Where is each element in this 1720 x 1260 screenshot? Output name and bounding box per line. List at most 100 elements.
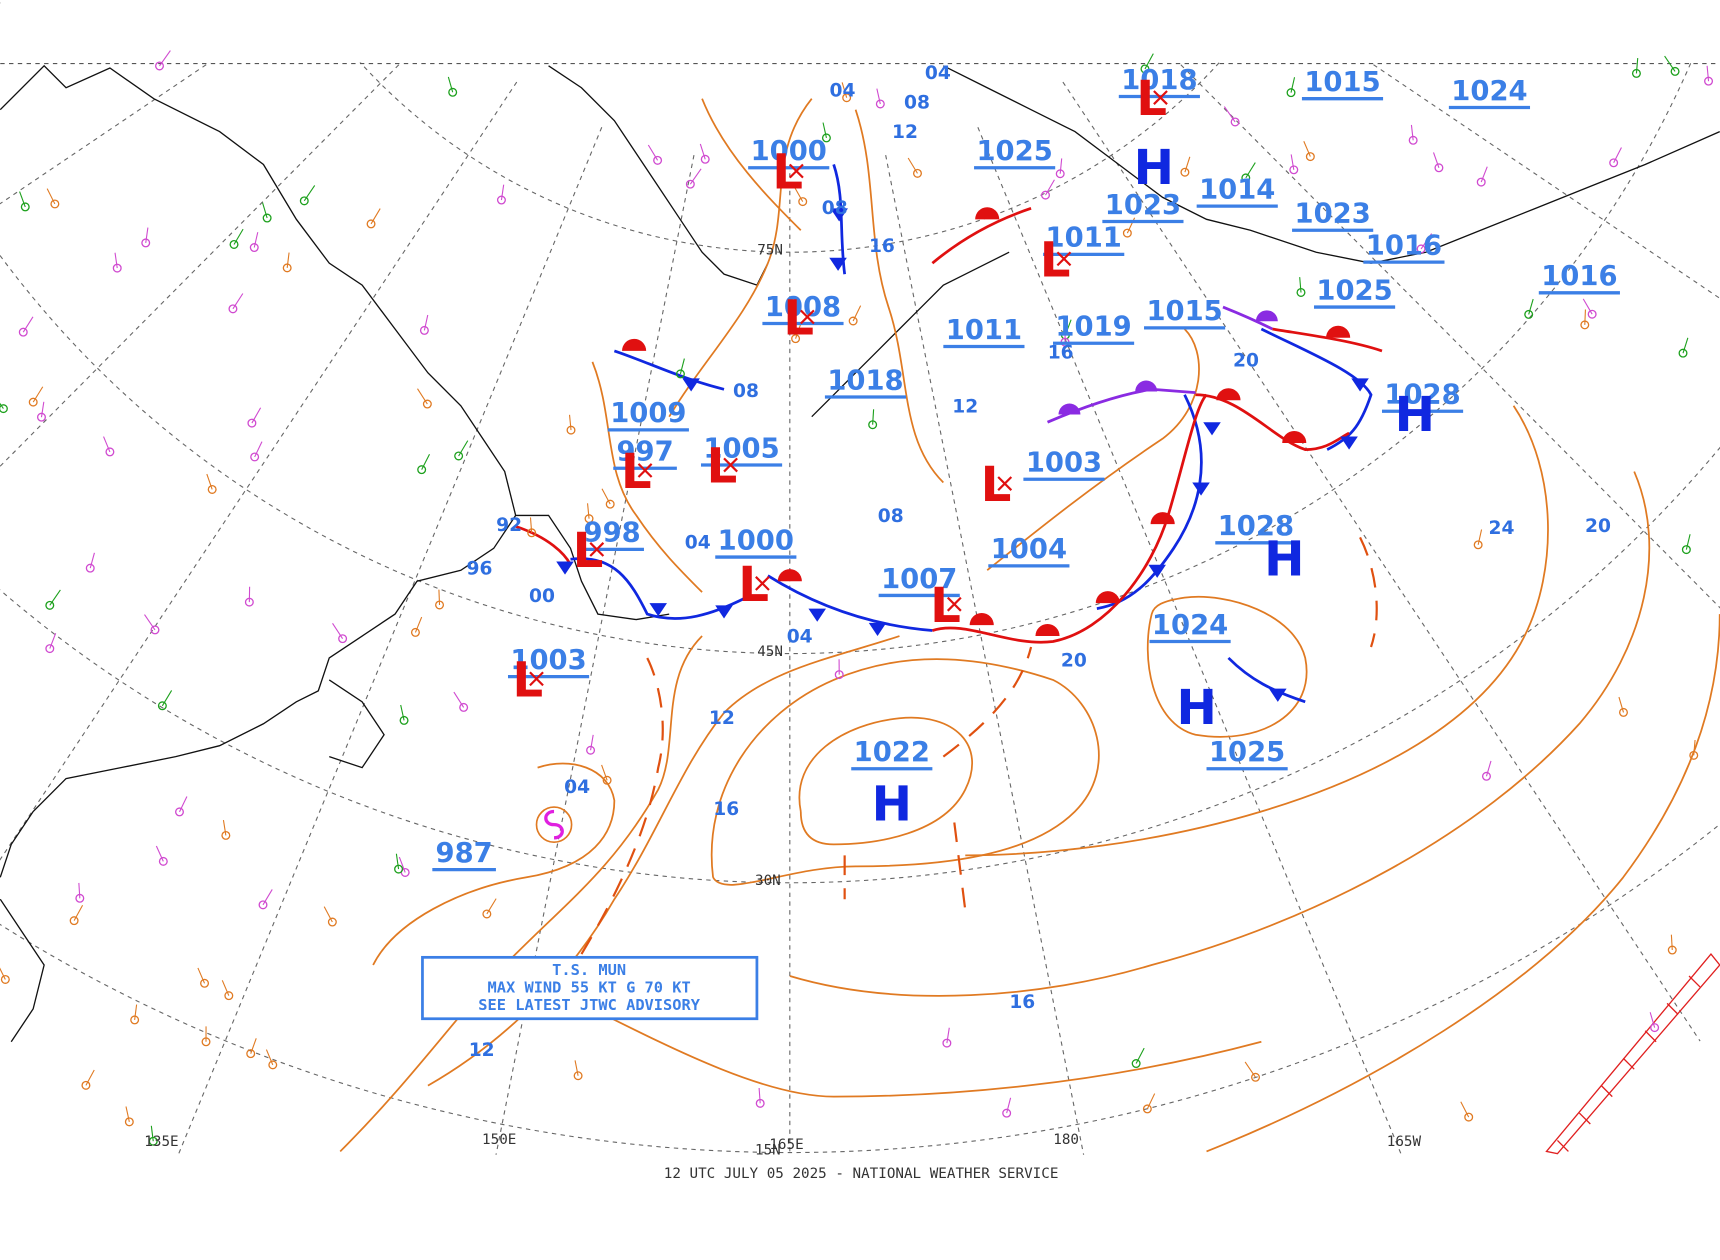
isobar-label: 16 <box>713 799 739 820</box>
isobar-label: 04 <box>564 777 590 798</box>
wind-barb <box>1613 147 1622 164</box>
pressure-label: 997 <box>616 437 673 468</box>
typhoon-ring <box>535 806 573 844</box>
coastlines <box>0 64 1720 1043</box>
station <box>45 644 55 654</box>
wind-barb <box>1299 277 1302 293</box>
isobar-label: 20 <box>1233 350 1259 371</box>
wind-barb <box>332 623 344 639</box>
low-cross <box>997 476 1013 491</box>
pressure-label: 1000 <box>718 525 794 556</box>
pressure-label: 1025 <box>1209 737 1285 768</box>
wind-barb <box>1618 696 1625 713</box>
hatched-area <box>1545 953 1720 1155</box>
station <box>1289 165 1299 175</box>
isobar-label: 92 <box>496 515 522 536</box>
wind-barb <box>699 143 706 160</box>
station <box>224 991 234 1001</box>
station <box>798 197 808 207</box>
grid-label: 45N <box>757 644 783 660</box>
wind-barb <box>907 157 918 174</box>
pressure-label: 1000 <box>751 136 827 167</box>
wind-barb <box>19 191 26 208</box>
wind-barb <box>206 473 213 490</box>
station <box>174 807 184 817</box>
wind-barb <box>1059 158 1063 174</box>
warm-front-bump <box>1035 623 1060 637</box>
wind-barb <box>1135 1047 1145 1064</box>
wind-barb <box>155 845 164 862</box>
isobar-label: 96 <box>467 559 493 580</box>
station <box>229 239 239 249</box>
longitude-line <box>977 127 1418 1193</box>
low-cross <box>946 596 962 612</box>
station <box>1180 167 1190 177</box>
cold-front <box>1096 394 1203 610</box>
grid-label: 165W <box>1387 1134 1422 1150</box>
mask-top <box>0 0 1720 63</box>
station <box>1041 190 1050 200</box>
high-symbol: H <box>1176 680 1216 736</box>
grid-label: 180 <box>1053 1132 1079 1148</box>
station <box>700 154 710 164</box>
cold-front-triangle <box>1192 482 1210 496</box>
storm-box-line: MAX WIND 55 KT G 70 KT <box>488 978 691 996</box>
station <box>18 327 28 337</box>
station <box>1305 152 1315 162</box>
pressure-label: 1005 <box>703 433 779 464</box>
warm-front-bump <box>1095 591 1120 604</box>
cold-front <box>1260 327 1373 451</box>
wind-barb <box>590 734 594 751</box>
longitude-line <box>474 154 695 1260</box>
cold-front <box>1227 656 1306 704</box>
station <box>20 202 30 212</box>
wind-barb <box>438 589 441 605</box>
station <box>496 195 506 205</box>
wind-barb <box>689 168 702 185</box>
typhoon-symbol <box>535 806 573 844</box>
station <box>299 196 309 206</box>
grid-labels: 75N 45N 30N 15N 135E 150E 165E 180 165W <box>144 242 1421 1158</box>
warm-front-bump <box>1326 325 1351 338</box>
wind-barb <box>1290 77 1296 93</box>
cold-front-triangle <box>1269 688 1287 702</box>
pressure-label: 1009 <box>610 398 686 429</box>
cold-front-triangle <box>829 257 847 271</box>
station <box>605 499 615 509</box>
station <box>653 155 663 165</box>
isobar-labels: 04 08 12 16 08 08 04 04 08 12 16 04 12 20 24 20 16 16 20 92… <box>467 63 1611 1061</box>
wind-barb <box>679 358 685 375</box>
occluded-bump <box>1255 310 1278 322</box>
wind-barb <box>161 690 173 707</box>
station <box>602 775 612 785</box>
wind-barb <box>178 796 188 813</box>
station <box>258 900 268 910</box>
isobar-label: 04 <box>925 63 951 84</box>
station <box>1681 545 1691 555</box>
station <box>482 909 492 919</box>
station <box>912 168 922 178</box>
station <box>150 625 160 635</box>
station <box>69 916 79 926</box>
low-cross <box>637 463 653 478</box>
wind-barb <box>1460 1101 1470 1118</box>
isobar-label: 08 <box>878 506 904 527</box>
longitude-line <box>0 81 518 861</box>
wind-barb <box>222 820 227 836</box>
pressure-label: 1011 <box>1046 223 1122 254</box>
wind-barb <box>134 1004 138 1021</box>
wind-barb <box>601 764 608 781</box>
wind-barb <box>500 184 505 201</box>
warm-front <box>1195 393 1350 451</box>
cold-front <box>613 349 725 391</box>
station <box>848 316 858 326</box>
isobar-label: 12 <box>952 396 978 417</box>
wind-barb <box>265 1049 274 1066</box>
storm-box: T.S. MUN MAX WIND 55 KT G 70 KT SEE LATE… <box>421 955 759 1021</box>
occluded-bump <box>1058 403 1081 415</box>
wind-barb <box>85 1069 95 1086</box>
station <box>200 978 210 988</box>
station <box>0 974 10 984</box>
wind-barb <box>1664 55 1676 72</box>
